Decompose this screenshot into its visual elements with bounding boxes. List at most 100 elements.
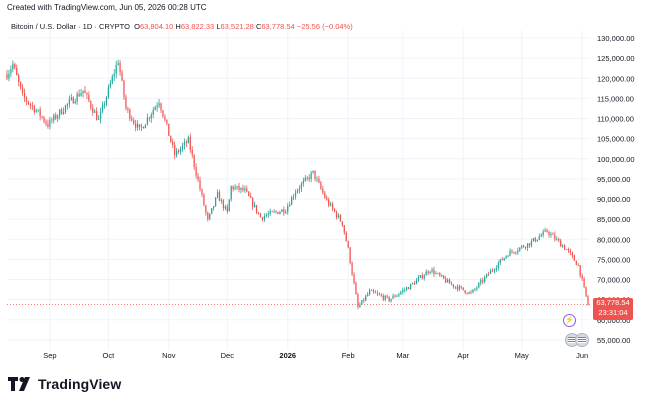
- candle-body: [378, 293, 381, 295]
- event-icon[interactable]: ⚡: [563, 314, 576, 327]
- open-value: 63,804.10: [139, 22, 174, 31]
- candle-body: [456, 286, 459, 290]
- candle-body: [493, 269, 496, 271]
- candle-body: [125, 96, 127, 109]
- candle-body: [563, 245, 566, 250]
- candle-body: [388, 296, 390, 302]
- candle-body: [540, 235, 542, 237]
- candle-body: [283, 209, 285, 213]
- candle-body: [577, 265, 579, 266]
- candle-body: [363, 300, 365, 301]
- candle-body: [232, 186, 234, 190]
- candle-body: [252, 197, 254, 207]
- candle-body: [369, 290, 371, 295]
- candle-body: [524, 247, 527, 248]
- candle-body: [174, 144, 176, 156]
- last-price-tag: 63,778.54 23:31:04: [593, 298, 633, 320]
- price-tick-label: 55,000.00: [597, 336, 630, 345]
- candle-body: [466, 292, 468, 294]
- candle-body: [285, 212, 287, 213]
- candle-body: [458, 286, 460, 290]
- time-tick-label: Jun: [576, 351, 588, 360]
- candle-body: [550, 234, 552, 236]
- candle-body: [138, 124, 141, 128]
- candle-body: [60, 109, 63, 114]
- candle-body: [417, 277, 420, 281]
- candle-body: [474, 288, 476, 290]
- candle-body: [324, 192, 326, 198]
- candle-body: [150, 114, 152, 119]
- candle-body: [341, 221, 343, 226]
- candle-body: [179, 148, 182, 152]
- candle-body: [521, 245, 523, 248]
- candle-body: [101, 104, 104, 112]
- candle-body: [367, 294, 369, 296]
- candle-body: [462, 287, 464, 291]
- candle-body: [304, 177, 306, 181]
- candle-body: [209, 213, 211, 220]
- candle-body: [407, 287, 410, 290]
- candle-body: [162, 110, 164, 117]
- candle-body: [131, 118, 133, 121]
- candle-body: [530, 240, 533, 246]
- candle-body: [497, 263, 499, 269]
- candle-body: [536, 239, 538, 242]
- tradingview-logo[interactable]: TradingView: [8, 376, 121, 392]
- price-tick-label: 90,000.00: [597, 195, 630, 204]
- candle-body: [10, 69, 12, 74]
- candle-body: [29, 103, 32, 106]
- candle-body: [361, 300, 363, 305]
- candle-body: [269, 211, 271, 214]
- candle-body: [183, 141, 186, 146]
- candle-body: [205, 205, 207, 213]
- candle-body: [565, 249, 568, 251]
- candle-body: [226, 206, 228, 212]
- candle-body: [96, 111, 98, 120]
- candle-body: [306, 177, 308, 179]
- candle-body: [302, 180, 304, 184]
- candle-body: [105, 97, 108, 105]
- candle-body: [291, 197, 293, 206]
- candle-body: [333, 208, 336, 212]
- bar-countdown: 23:31:04: [598, 308, 628, 317]
- time-tick-label: Nov: [162, 351, 176, 360]
- candle-body: [16, 67, 18, 76]
- us-flag-icon[interactable]: [575, 333, 589, 347]
- candle-body: [513, 251, 515, 253]
- price-tick-label: 75,000.00: [597, 255, 630, 264]
- candle-body: [218, 192, 221, 202]
- candles: [6, 59, 589, 310]
- candle-body: [115, 65, 117, 74]
- candle-body: [18, 75, 20, 82]
- candle-body: [27, 101, 30, 104]
- time-tick-label: Dec: [221, 351, 235, 360]
- created-caption: Created with TradingView.com, Jun 05, 20…: [7, 3, 207, 12]
- candle-body: [238, 185, 240, 190]
- candle-body: [314, 170, 316, 180]
- time-tick-label: Oct: [103, 351, 116, 360]
- candle-body: [242, 187, 244, 191]
- candle-body: [345, 232, 347, 242]
- candle-body: [445, 278, 447, 283]
- candle-body: [166, 119, 168, 124]
- candle-body: [289, 205, 291, 207]
- candle-body: [158, 103, 160, 106]
- candle-body: [343, 225, 345, 233]
- candle-body: [394, 295, 396, 297]
- candle-body: [37, 109, 39, 111]
- candle-body: [320, 182, 322, 189]
- candle-body: [199, 180, 201, 190]
- time-tick-label: Sep: [43, 351, 56, 360]
- candle-body: [437, 273, 439, 274]
- candle-body: [415, 280, 418, 285]
- candle-body: [55, 115, 57, 119]
- candle-body: [21, 87, 24, 93]
- price-tick-label: 60,000.00: [597, 316, 630, 325]
- candle-body: [216, 192, 219, 198]
- candle-body: [515, 252, 517, 254]
- candle-body: [562, 245, 564, 247]
- candle-body: [558, 238, 560, 241]
- candle-body: [103, 104, 106, 106]
- candle-body: [380, 294, 382, 296]
